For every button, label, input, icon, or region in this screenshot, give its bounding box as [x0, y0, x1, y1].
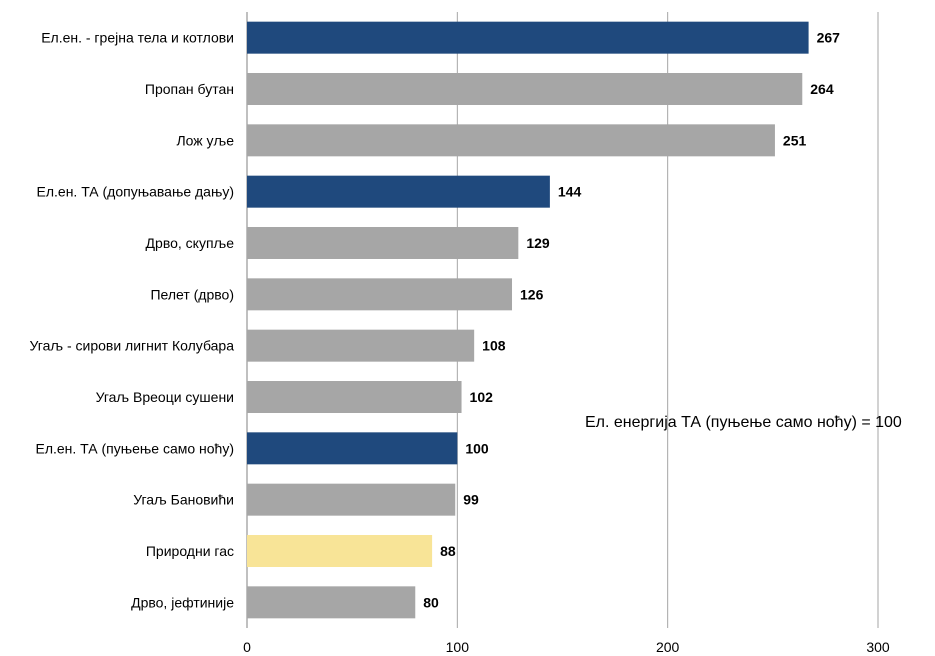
reference-note: Ел. енергија ТА (пуњење само ноћу) = 100: [585, 414, 902, 431]
category-label: Пелет (дрво): [150, 286, 234, 302]
category-label: Лож уље: [176, 132, 234, 148]
x-tick-label: 300: [866, 639, 890, 655]
x-tick-label: 100: [446, 639, 470, 655]
bar: [247, 535, 433, 567]
category-label: Ел.ен. - грејна тела и котлови: [41, 30, 234, 46]
bar: [247, 381, 462, 413]
data-label: 264: [810, 81, 834, 97]
x-tick-label: 0: [243, 639, 251, 655]
bar: [247, 432, 458, 465]
data-label: 251: [783, 132, 807, 148]
data-label: 99: [463, 492, 479, 508]
category-label: Дрво, јефтиније: [131, 594, 234, 610]
category-label: Ел.ен. ТА (пуњење само ноћу): [35, 440, 234, 456]
bar: [247, 21, 809, 54]
data-label: 102: [470, 389, 494, 405]
data-label: 100: [465, 440, 489, 456]
category-labels: Ел.ен. - грејна тела и котлови Пропан бут…: [30, 30, 235, 611]
x-tick-label: 200: [656, 639, 680, 655]
category-label: Угаљ Вреоци сушени: [96, 389, 234, 405]
bar: [247, 227, 519, 259]
bar: [247, 175, 550, 208]
data-labels: 267 264 251 144 129 126 108 102 100 99 88 80: [423, 30, 840, 611]
data-label: 144: [558, 184, 582, 200]
data-label: 88: [440, 543, 456, 559]
bar: [247, 586, 416, 619]
data-label: 267: [817, 30, 841, 46]
category-label: Угаљ - сирови лигнит Колубара: [30, 338, 235, 354]
category-label: Природни гас: [146, 543, 234, 559]
category-label: Пропан бутан: [145, 81, 234, 97]
category-label: Дрво, скупље: [146, 235, 235, 251]
data-label: 129: [526, 235, 550, 251]
data-label: 108: [482, 338, 506, 354]
bar: [247, 124, 775, 157]
category-label: Угаљ Бановићи: [133, 492, 234, 508]
x-axis-ticks: 0 100 200 300: [243, 639, 890, 655]
bar: [247, 73, 803, 105]
data-label: 126: [520, 286, 544, 302]
data-label: 80: [423, 594, 439, 610]
bar: [247, 329, 475, 362]
grid-lines: [246, 12, 879, 628]
bars: [247, 21, 809, 619]
bar: [247, 278, 513, 311]
category-label: Ел.ен. ТА (допуњавање дању): [37, 184, 234, 200]
bar: [247, 483, 456, 516]
